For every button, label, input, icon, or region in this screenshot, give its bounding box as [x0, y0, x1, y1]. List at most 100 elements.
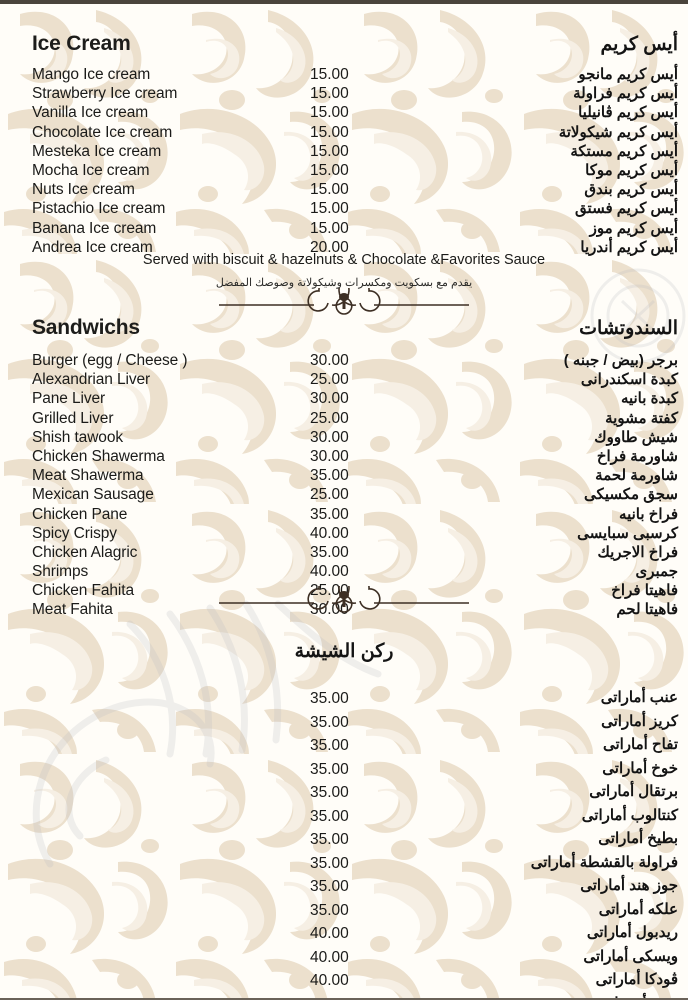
shisha-item-row[interactable]: 35.00 بطيخ أماراتى: [0, 830, 688, 855]
shisha-item-row[interactable]: 40.00 ريدبول أماراتى: [0, 924, 688, 949]
item-name-en: Chicken Alagric: [32, 543, 138, 561]
item-name-ar: فاهيتا لحم: [616, 601, 678, 619]
menu-item-row[interactable]: Burger (egg / Cheese ) 30.00 برجر (بيض /…: [0, 352, 688, 371]
item-name-ar: جوز هند أماراتى: [580, 877, 678, 894]
item-name-ar: كرسبى سبايسى: [577, 524, 678, 542]
menu-item-row[interactable]: Shrimps 40.00 جمبرى: [0, 563, 688, 582]
menu-item-row[interactable]: Chocolate Ice cream 15.00 أيس كريم شيكول…: [0, 124, 688, 143]
item-price: 40.00: [310, 563, 349, 581]
item-name-ar: كريز أماراتى: [601, 712, 678, 730]
item-price: 35.00: [310, 543, 349, 561]
shisha-item-row[interactable]: 45.00 حجر أندريا: [0, 995, 688, 999]
menu-item-row[interactable]: Pistachio Ice cream 15.00 أيس كريم فستق: [0, 200, 688, 219]
item-name-ar: أيس كريم فراولة: [573, 85, 678, 103]
menu-item-row[interactable]: Meat Shawerma 35.00 شاورمة لحمة: [0, 467, 688, 486]
ice-cream-note-en: Served with biscuit & hazelnuts & Chocol…: [142, 252, 546, 268]
shisha-item-row[interactable]: 35.00 تفاح أماراتى: [0, 736, 688, 761]
item-name-ar: برتقال أماراتى: [589, 783, 678, 800]
section-title-ar: السندوتشات: [579, 318, 678, 339]
menu-item-row[interactable]: Nuts Ice cream 15.00 أيس كريم بندق: [0, 181, 688, 200]
item-name-en: Mesteka Ice cream: [32, 142, 162, 160]
menu-item-row[interactable]: Chicken Pane 35.00 فراخ بانيه: [0, 506, 688, 525]
shisha-item-row[interactable]: 35.00 كريز أماراتى: [0, 712, 688, 738]
item-name-ar: ڤودكا أماراتى: [595, 971, 678, 988]
item-name-ar: ويسكى أماراتى: [583, 947, 678, 965]
item-price: 25.00: [310, 409, 349, 427]
item-price: 15.00: [310, 123, 349, 141]
item-name-ar: أيس كريم مستكة: [570, 142, 678, 160]
item-name-en: Nuts Ice cream: [32, 181, 135, 199]
menu-item-row[interactable]: Banana Ice cream 15.00 أيس كريم موز: [0, 220, 688, 239]
item-name-ar: عنب أماراتى: [600, 689, 678, 706]
item-name-en: Mocha Ice cream: [32, 161, 150, 179]
menu-item-row[interactable]: Alexandrian Liver 25.00 كبدة اسكندرانى: [0, 371, 688, 390]
menu-item-row[interactable]: Vanilla Ice cream 15.00 أيس كريم ڤانيليا: [0, 104, 688, 123]
menu-item-row[interactable]: Mexican Sausage 25.00 سجق مكسيكى: [0, 486, 688, 505]
item-name-ar: كبدة بانيه: [620, 390, 678, 408]
item-price: 35.00: [310, 831, 349, 848]
menu-item-row[interactable]: Pane Liver 30.00 كبدة بانيه: [0, 390, 688, 409]
item-name-en: Grilled Liver: [32, 409, 114, 427]
item-name-ar: جمبرى: [635, 563, 679, 581]
item-price: 35.00: [310, 713, 349, 731]
item-name-ar: فراولة بالقشطة أماراتى: [530, 853, 678, 871]
item-name-ar: شاورمة فراخ: [596, 447, 678, 465]
shisha-item-row[interactable]: 35.00 جوز هند أماراتى: [0, 877, 688, 902]
item-name-ar: علكه أماراتى: [598, 900, 678, 918]
item-name-ar: سجق مكسيكى: [584, 486, 678, 504]
shisha-item-row[interactable]: 35.00 فراولة بالقشطة أماراتى: [0, 853, 688, 879]
item-name-ar: ريدبول أماراتى: [586, 924, 678, 941]
item-price: 35.00: [310, 901, 349, 919]
item-name-ar: شاورمة لحمة: [595, 467, 678, 485]
item-price: 35.00: [310, 854, 349, 872]
menu-item-row[interactable]: Chicken Alagric 35.00 فراخ الاجريك: [0, 544, 688, 563]
shisha-item-row[interactable]: 35.00 علكه أماراتى: [0, 900, 688, 926]
item-name-ar: أيس كريم موز: [589, 219, 678, 237]
menu-item-row[interactable]: Spicy Crispy 40.00 كرسبى سبايسى: [0, 525, 688, 544]
item-price: 15.00: [310, 219, 349, 237]
item-name-en: Strawberry Ice cream: [32, 85, 178, 103]
menu-item-row[interactable]: Grilled Liver 25.00 كفتة مشوية: [0, 410, 688, 429]
shisha-item-row[interactable]: 35.00 خوخ أماراتى: [0, 760, 688, 785]
item-name-ar: أيس كريم ڤانيليا: [578, 104, 678, 122]
menu-item-row[interactable]: Mocha Ice cream 15.00 أيس كريم موكا: [0, 162, 688, 181]
item-name-en: Chicken Pane: [32, 505, 128, 523]
item-name-ar: أيس كريم مانجو: [578, 66, 678, 83]
menu-item-row[interactable]: Shish tawook 30.00 شيش طاووك: [0, 429, 688, 448]
menu-item-row[interactable]: Strawberry Ice cream 15.00 أيس كريم فراو…: [0, 85, 688, 104]
item-price: 15.00: [310, 104, 349, 122]
item-name-ar: أيس كريم فستق: [575, 200, 678, 218]
item-price: 35.00: [310, 878, 349, 895]
section-title-shisha-ar: ركن الشيشة: [294, 641, 394, 662]
item-price: 40.00: [310, 972, 349, 989]
menu-item-row[interactable]: Chicken Shawerma 30.00 شاورمة فراخ: [0, 448, 688, 467]
item-name-en: Vanilla Ice cream: [32, 104, 149, 122]
item-price: 15.00: [310, 85, 349, 103]
shisha-item-row[interactable]: 40.00 ڤودكا أماراتى: [0, 971, 688, 996]
item-price: 35.00: [310, 784, 349, 801]
shisha-item-row[interactable]: 35.00 عنب أماراتى: [0, 689, 688, 714]
item-price: 15.00: [310, 161, 349, 179]
item-price: 15.00: [310, 200, 349, 218]
section-sandwichs: Sandwichs السندوتشات Burger (egg / Chees…: [0, 316, 688, 621]
shisha-item-row[interactable]: 35.00 كنتالوب أماراتى: [0, 807, 688, 832]
shisha-item-row[interactable]: 35.00 برتقال أماراتى: [0, 783, 688, 808]
section-ice-cream: Ice Cream أيس كريم Mango Ice cream 15.00…: [0, 32, 688, 258]
shisha-item-row[interactable]: 40.00 ويسكى أماراتى: [0, 947, 688, 973]
item-price: 15.00: [310, 181, 349, 199]
item-price: 45.00: [310, 996, 349, 999]
item-name-en: Chicken Shawerma: [32, 447, 165, 465]
item-name-en: Chocolate Ice cream: [32, 123, 173, 141]
menu-item-row[interactable]: Mango Ice cream 15.00 أيس كريم مانجو: [0, 66, 688, 85]
section-title-ar: أيس كريم: [600, 34, 678, 55]
item-name-ar: أيس كريم بندق: [584, 181, 678, 199]
item-name-ar: شيش طاووك: [594, 428, 678, 446]
item-price: 30.00: [310, 352, 349, 369]
menu-item-row[interactable]: Mesteka Ice cream 15.00 أيس كريم مستكة: [0, 143, 688, 162]
item-price: 40.00: [310, 925, 349, 942]
item-price: 30.00: [310, 447, 349, 465]
item-price: 25.00: [310, 486, 349, 504]
item-price: 35.00: [310, 505, 349, 523]
item-name-ar: كفتة مشوية: [605, 409, 678, 427]
item-price: 40.00: [310, 524, 349, 542]
